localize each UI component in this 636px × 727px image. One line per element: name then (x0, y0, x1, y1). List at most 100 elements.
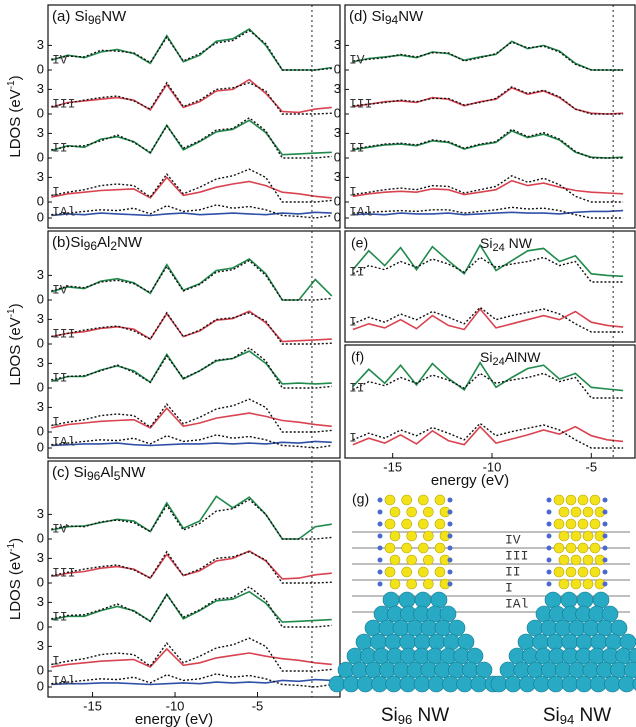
y-tick-label: 3 (37, 550, 44, 565)
al-atom (576, 591, 594, 609)
ldos-line (51, 78, 332, 114)
reference-line (51, 116, 332, 159)
si-atom (418, 566, 429, 578)
si-atom (434, 518, 446, 530)
panel-title: (b)Si96Al2NW (52, 234, 143, 253)
layer-name: II (505, 564, 521, 579)
h-atom (377, 497, 383, 503)
y-tick-label: 0 (37, 530, 44, 545)
structure-caption: Si96 NW (381, 705, 449, 727)
y-axis-title: LDOS (eV-1) (6, 303, 24, 385)
si-atom (434, 542, 446, 554)
al-atom (589, 675, 607, 693)
si-atom (582, 578, 594, 590)
panel-title-part: 24 (492, 356, 504, 368)
y-tick-label: 3 (37, 638, 44, 653)
ldos-line (352, 425, 624, 446)
y-tick-label: 0 (37, 379, 44, 394)
al-atom (371, 675, 388, 693)
h-atom (447, 569, 453, 575)
structure-caption-part: NW (574, 705, 611, 726)
al-atom (413, 633, 431, 651)
h-atom (546, 557, 552, 563)
y-tick-label: 3 (37, 267, 44, 282)
si-atom (401, 494, 412, 506)
al-atom (547, 675, 565, 693)
al-atom (561, 675, 579, 693)
al-atom (605, 633, 622, 651)
h-atom (546, 497, 552, 503)
al-atom (596, 619, 614, 637)
al-atom (355, 633, 373, 651)
layer-label: I (52, 184, 60, 199)
y-tick-label: 0 (334, 61, 341, 76)
panel-label: (f) (351, 349, 364, 365)
si-atom (553, 566, 565, 578)
si-atom (570, 506, 582, 518)
al-atom (427, 675, 445, 693)
layer-name: III (505, 548, 528, 563)
plot-area (51, 495, 332, 688)
structure-caption-part: Si (543, 705, 560, 726)
h-atom (602, 581, 608, 587)
h-atom (447, 557, 453, 563)
panel-frame (344, 230, 636, 343)
al-atom (490, 675, 508, 693)
y-tick-label: 0 (37, 439, 44, 454)
panel-title-part: NW (101, 8, 127, 25)
al-atom (592, 591, 610, 609)
al-atom (406, 619, 424, 637)
reference-line (51, 168, 332, 203)
h-atom (546, 533, 552, 539)
al-atom (398, 591, 416, 609)
h-atom (377, 533, 383, 539)
layer-label: II (52, 370, 68, 385)
al-atom (414, 591, 432, 609)
panel-frame (344, 344, 636, 459)
si-atom (582, 506, 594, 518)
y-axis-title-part: ) (7, 538, 24, 543)
si-atom (577, 566, 589, 578)
al-atom (443, 633, 460, 651)
layer-name: IAl (505, 596, 529, 611)
si-atom (384, 542, 396, 554)
h-atom (602, 521, 608, 527)
y-tick-label: 0 (37, 423, 44, 438)
al-atom (378, 619, 396, 637)
si-atom (570, 530, 582, 542)
si-atom (565, 542, 577, 554)
al-atom (466, 647, 484, 665)
si-atom (423, 530, 434, 542)
al-atom (457, 633, 475, 651)
si-atom (582, 530, 594, 542)
panel-label: (e) (351, 235, 368, 251)
si-atom (565, 518, 577, 530)
al-atom (519, 675, 536, 693)
reference-line (51, 585, 332, 628)
al-atom (382, 591, 400, 609)
al-atom (532, 633, 549, 651)
y-axis-title-part: ) (7, 75, 24, 80)
h-atom (546, 521, 552, 527)
layer-label: I (349, 314, 357, 329)
h-atom (546, 545, 552, 551)
reference-line (352, 306, 624, 333)
reference-line (51, 259, 332, 301)
y-axis-title-part: -1 (6, 80, 17, 89)
y-axis-title-part: LDOS (eV (7, 317, 24, 385)
ldos-line (51, 258, 333, 301)
layer-label: IAl (52, 204, 76, 219)
si-atom (553, 494, 565, 506)
x-tick-label: -5 (586, 459, 598, 474)
si-atom (418, 494, 429, 506)
reference-line (51, 673, 332, 688)
panel-frame (47, 4, 341, 229)
si-atom (434, 566, 446, 578)
si-atom (589, 566, 601, 578)
x-tick-label: -15 (83, 698, 102, 713)
structure-caption: Si94 NW (543, 705, 611, 727)
y-axis-title: LDOS (eV-1) (6, 75, 24, 157)
y-axis-title-part: LDOS (eV (7, 89, 24, 157)
al-atom (561, 633, 579, 651)
al-atom (554, 619, 572, 637)
